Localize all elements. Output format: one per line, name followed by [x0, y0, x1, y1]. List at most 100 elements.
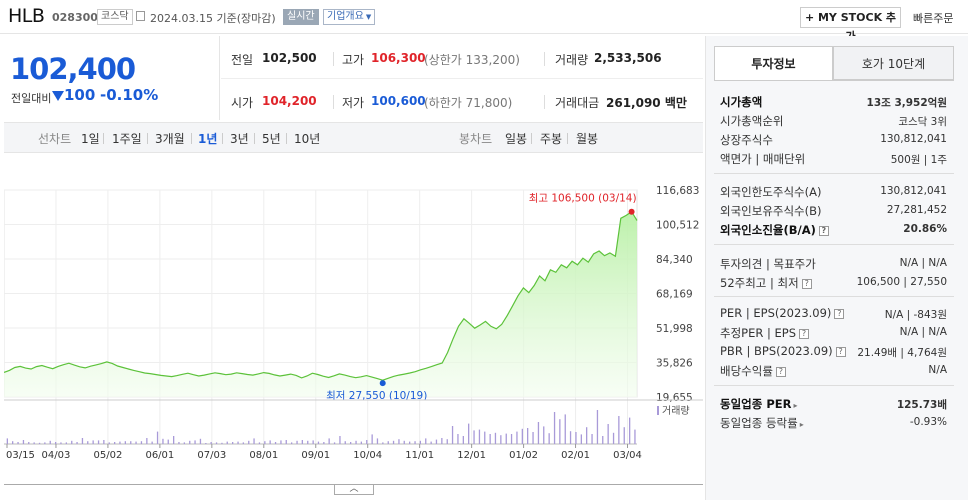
volume-legend-swatch: [657, 406, 659, 415]
volume-bar: [623, 427, 625, 444]
volume-bar: [280, 440, 282, 444]
volume-bar: [317, 441, 320, 444]
divider: [103, 133, 104, 144]
cap-rank-value: 코스닥 3위: [898, 116, 947, 128]
volume-bar: [462, 436, 464, 444]
volume-bar: [409, 441, 411, 444]
divider: [147, 133, 148, 144]
base-date: 2024.03.15 기준(장마감): [150, 12, 276, 25]
price-area: [4, 211, 637, 397]
volume-bar: [33, 442, 35, 444]
volume-bar: [366, 440, 368, 444]
volume-bar: [226, 441, 228, 444]
low-marker: [379, 380, 386, 387]
volume-bar: [173, 436, 175, 444]
period-3y[interactable]: 3년: [230, 132, 249, 146]
x-tick-label: 12/01: [457, 450, 486, 461]
par-value: 500원 | 1주: [890, 154, 947, 166]
stock-name: HLB: [8, 5, 45, 27]
volume-bar: [274, 442, 277, 444]
caret-right-icon: ▸: [793, 401, 798, 410]
company-overview-label: 기업개요: [327, 11, 364, 22]
volume-bar: [248, 440, 250, 444]
volume-label: 거래량: [555, 53, 589, 67]
divider: [714, 173, 954, 174]
x-tick-label: 03/15: [6, 450, 35, 461]
quick-order-link[interactable]: 빠른주문: [913, 12, 954, 25]
candle-daily[interactable]: 일봉: [505, 132, 528, 146]
volume-bar: [350, 442, 352, 444]
volume-legend: 거래량: [662, 405, 690, 417]
volume-bar: [532, 432, 534, 444]
opinion-value: N/A | N/A: [899, 257, 947, 269]
volume-bar: [269, 440, 271, 444]
volume-bar: [71, 440, 73, 444]
help-icon[interactable]: ?: [799, 329, 810, 339]
volume-bar: [435, 439, 438, 444]
collapse-chart-toggle[interactable]: ︿: [334, 485, 374, 495]
volume-bar: [494, 432, 497, 444]
foreign-limit-label: 외국인한도주식수(A): [720, 185, 822, 199]
volume-bar: [38, 442, 41, 444]
period-5y[interactable]: 5년: [262, 132, 281, 146]
tab-quote-10[interactable]: 호가 10단계: [833, 46, 954, 80]
divider: [714, 296, 954, 297]
add-mystock-button[interactable]: + MY STOCK 추가: [800, 7, 901, 43]
volume-bar: [135, 441, 137, 444]
volume-bar: [55, 442, 57, 444]
ind-per-row[interactable]: 동일업종 PER ▸: [720, 396, 797, 412]
help-icon[interactable]: ?: [775, 367, 786, 377]
price-chart[interactable]: 116,683 100,512 84,340 68,169 51,998 35,826 19…: [4, 154, 703, 486]
prev-close-value: 102,500: [262, 51, 317, 65]
volume-bar: [189, 440, 191, 444]
period-3m[interactable]: 3개월: [155, 132, 185, 146]
volume-bar: [28, 442, 30, 444]
y-tick-label: 100,512: [656, 220, 699, 232]
tab-invest-info[interactable]: 투자정보: [714, 46, 833, 80]
listed-shares-label: 상장주식수: [720, 133, 773, 147]
volume-bar: [553, 412, 556, 444]
volume-bar: [258, 442, 261, 444]
y-tick-label: 116,683: [656, 185, 699, 197]
opinion-label: 투자의견 | 목표주가: [720, 257, 816, 271]
volume-bar: [516, 431, 518, 444]
volume-bar: [618, 416, 620, 444]
period-1d[interactable]: 1일: [81, 132, 100, 146]
price-box: [0, 36, 220, 120]
x-tick-label: 06/01: [145, 450, 174, 461]
period-1y[interactable]: 1년: [198, 132, 218, 146]
ind-rate-value: -0.93%: [909, 416, 947, 428]
change-label: 전일대비: [11, 92, 52, 105]
price-change-pct: -0.10%: [100, 86, 159, 104]
help-icon[interactable]: ?: [801, 279, 812, 289]
low-value: 100,600: [371, 94, 426, 108]
help-icon[interactable]: ?: [818, 226, 829, 236]
tab-underline: [714, 80, 954, 81]
candle-chart-label: 봉차트: [459, 132, 493, 146]
volume-bar: [92, 440, 94, 444]
x-tick-label: 08/01: [249, 450, 278, 461]
company-overview-dropdown[interactable]: 기업개요 ▼: [323, 9, 376, 25]
help-icon[interactable]: ?: [834, 309, 845, 319]
divider: [567, 133, 568, 144]
pbr-label: PBR | BPS(2023.09): [720, 344, 833, 358]
volume-bar: [333, 442, 336, 444]
candle-weekly[interactable]: 주봉: [540, 132, 563, 146]
volume-bar: [205, 443, 207, 444]
period-10y[interactable]: 10년: [294, 132, 321, 146]
period-1w[interactable]: 1주일: [112, 132, 142, 146]
realtime-button[interactable]: 실시간: [283, 9, 319, 25]
volume-bar: [371, 434, 373, 444]
market-cap-label: 시가총액: [720, 95, 763, 109]
help-icon[interactable]: ?: [835, 347, 846, 357]
volume-bar: [602, 436, 604, 444]
div-value: N/A: [928, 364, 947, 376]
est-per-row: 추정PER | EPS?: [720, 325, 810, 341]
divider: [714, 244, 954, 245]
volume-bar: [215, 442, 218, 444]
chevron-down-icon: ▼: [365, 13, 372, 21]
ind-rate-row[interactable]: 동일업종 등락률 ▸: [720, 415, 804, 431]
candle-monthly[interactable]: 월봉: [576, 132, 599, 146]
volume-bar: [548, 433, 550, 444]
low-label: 저가: [342, 96, 365, 110]
